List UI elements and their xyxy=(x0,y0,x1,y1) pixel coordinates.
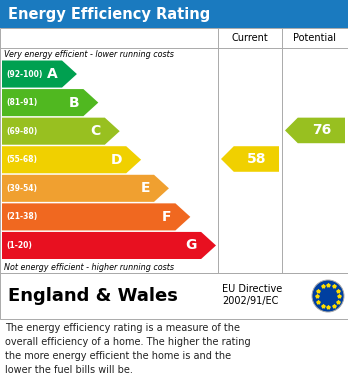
Polygon shape xyxy=(2,61,77,88)
Polygon shape xyxy=(2,203,190,230)
Circle shape xyxy=(312,280,344,312)
Text: (55-68): (55-68) xyxy=(6,155,37,164)
Text: 76: 76 xyxy=(312,124,331,137)
Text: (1-20): (1-20) xyxy=(6,241,32,250)
Text: Current: Current xyxy=(232,33,268,43)
Text: The energy efficiency rating is a measure of the
overall efficiency of a home. T: The energy efficiency rating is a measur… xyxy=(5,323,251,375)
Polygon shape xyxy=(2,118,120,145)
Polygon shape xyxy=(2,89,98,116)
Bar xyxy=(0,0,348,28)
Text: A: A xyxy=(47,67,58,81)
Text: EU Directive
2002/91/EC: EU Directive 2002/91/EC xyxy=(222,284,282,306)
Polygon shape xyxy=(2,232,216,259)
Text: Very energy efficient - lower running costs: Very energy efficient - lower running co… xyxy=(4,50,174,59)
Text: F: F xyxy=(162,210,172,224)
Text: C: C xyxy=(90,124,101,138)
Bar xyxy=(0,273,348,319)
Polygon shape xyxy=(2,146,141,173)
Text: Not energy efficient - higher running costs: Not energy efficient - higher running co… xyxy=(4,263,174,272)
Text: 58: 58 xyxy=(247,152,266,166)
Text: G: G xyxy=(186,239,197,253)
Polygon shape xyxy=(285,118,345,143)
Text: (39-54): (39-54) xyxy=(6,184,37,193)
Text: (81-91): (81-91) xyxy=(6,98,37,107)
Text: Potential: Potential xyxy=(293,33,337,43)
Text: B: B xyxy=(69,96,79,109)
Text: E: E xyxy=(141,181,150,196)
Bar xyxy=(0,28,348,273)
Text: England & Wales: England & Wales xyxy=(8,287,178,305)
Text: Energy Efficiency Rating: Energy Efficiency Rating xyxy=(8,7,210,22)
Text: D: D xyxy=(111,153,122,167)
Polygon shape xyxy=(2,175,169,202)
Text: (21-38): (21-38) xyxy=(6,212,37,221)
Text: (92-100): (92-100) xyxy=(6,70,42,79)
Text: (69-80): (69-80) xyxy=(6,127,37,136)
Polygon shape xyxy=(221,146,279,172)
